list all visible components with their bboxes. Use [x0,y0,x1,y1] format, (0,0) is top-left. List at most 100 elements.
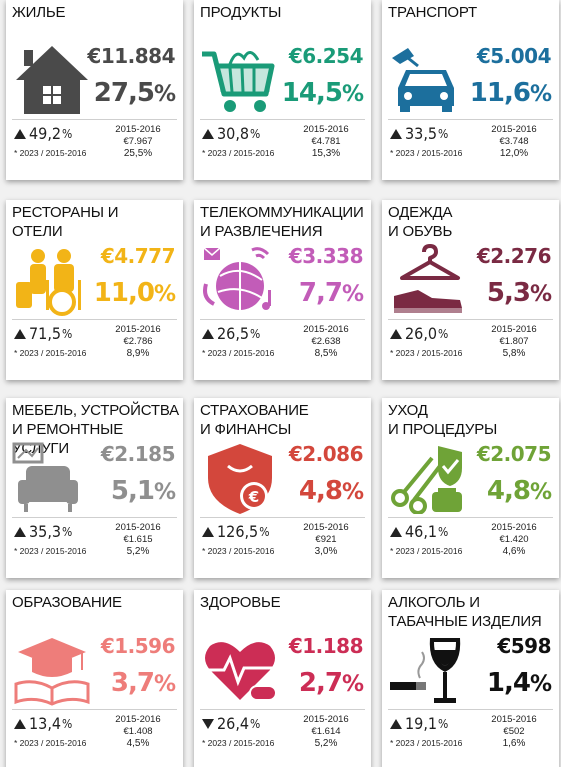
triangle-up-icon [14,328,26,339]
previous-share-percent-sign: % [328,348,338,359]
triangle-up-icon [202,526,214,537]
share-value: 7,7 [298,278,343,308]
previous-share-percent-sign: % [328,546,338,557]
category-title: РЕСТОРАНЫ И ОТЕЛИ [12,204,119,240]
divider [12,517,177,518]
category-card: ТЕЛЕКОММУНИКАЦИИ И РАЗВЛЕЧЕНИЯ €3.338 7,… [194,200,371,380]
share-percent-sign: % [341,282,364,307]
change-indicator: 30,8% [202,124,260,143]
period-label: 2015-2016 [491,324,537,335]
change-value: 26,4 [217,714,250,733]
divider [200,709,365,710]
category-title: СТРАХОВАНИЕ И ФИНАНСЫ [200,402,309,438]
previous-amount: €4.781 [311,136,341,147]
category-card: СТРАХОВАНИЕ И ФИНАНСЫ € €2.086 4,8% 126,… [194,398,371,578]
expense-share: 11,0% [94,278,176,308]
share-value: 27,5 [93,78,155,108]
annual-amount: €2.276 [476,244,552,268]
expense-share: 3,7% [111,668,176,698]
category-card: ОДЕЖДА И ОБУВЬ €2.276 5,3% 26,0% * 2023 … [382,200,559,380]
wine-cigarette-icon [390,638,461,703]
share-percent-sign: % [153,82,176,107]
change-value: 26,0 [405,324,438,343]
change-percent-sign: % [62,524,73,539]
share-value: 2,7 [298,668,343,698]
change-indicator: 26,4% [202,714,260,733]
period-label: 2015-2016 [491,714,537,725]
previous-amount: €1.420 [499,534,529,545]
category-title: ОДЕЖДА И ОБУВЬ [388,204,453,240]
previous-share-percent-sign: % [519,148,529,159]
annual-amount: €5.004 [476,44,552,68]
annual-amount: €598 [497,634,551,658]
triangle-up-icon [390,128,402,139]
share-percent-sign: % [341,480,364,505]
previous-share-value: 1,6 [502,738,517,749]
annual-amount: €2.075 [476,442,552,466]
previous-amount: €2.786 [123,336,153,347]
previous-share-value: 8,9 [126,348,141,359]
footnote: * 2023 / 2015-2016 [202,148,275,158]
previous-share: 15,3% [295,148,357,160]
category-title: ПРОДУКТЫ [200,4,282,21]
expense-share: 14,5% [281,78,364,108]
period-label: 2015-2016 [303,324,349,335]
footnote: * 2023 / 2015-2016 [14,348,87,358]
category-card: АЛКОГОЛЬ И ТАБАЧНЫЕ ИЗДЕЛИЯ €598 1,4% 19… [382,590,559,767]
change-indicator: 49,2% [14,124,72,143]
change-indicator: 19,1% [390,714,448,733]
previous-share-value: 4,5 [126,738,141,749]
period-label: 2015-2016 [115,522,161,533]
previous-share-value: 3,0 [314,546,329,557]
category-title: ЗДОРОВЬЕ [200,594,281,611]
change-value: 35,3 [29,522,62,541]
category-card: ОБРАЗОВАНИЕ €1.596 3,7% 13,4% * 2023 / 2… [6,590,183,767]
expense-share: 1,4% [487,668,552,698]
change-percent-sign: % [250,716,261,731]
share-percent-sign: % [341,672,364,697]
previous-share-value: 5,2 [126,546,141,557]
divider [12,319,177,320]
expense-share: 27,5% [93,78,176,108]
share-value: 11,6 [469,78,531,108]
share-value: 14,5 [281,78,343,108]
period-label: 2015-2016 [115,324,161,335]
triangle-up-icon [202,328,214,339]
previous-period: 2015-2016 €502 1,6% [483,714,545,750]
change-value: 71,5 [29,324,62,343]
divider [388,709,553,710]
expense-share: 4,8% [298,476,364,506]
previous-share-percent-sign: % [516,348,526,359]
change-percent-sign: % [62,716,73,731]
footnote: * 2023 / 2015-2016 [390,148,463,158]
previous-period: 2015-2016 €7.967 25,5% [107,124,169,160]
hanger-shoe-icon [394,244,462,313]
previous-share-percent-sign: % [516,738,526,749]
category-card: ТРАНСПОРТ €5.004 11,6% 33,5% * 2023 / 20… [382,0,559,180]
previous-share-percent-sign: % [140,546,150,557]
previous-share-percent-sign: % [140,738,150,749]
restaurant-hotel-icon [16,249,81,316]
previous-amount: €1.615 [123,534,153,545]
previous-share-value: 12,0 [499,148,520,159]
graduation-book-icon [14,638,90,706]
annual-amount: €1.596 [100,634,176,658]
previous-period: 2015-2016 €1.420 4,6% [483,522,545,558]
share-value: 4,8 [298,476,343,506]
change-value: 49,2 [29,124,62,143]
change-percent-sign: % [438,126,449,141]
change-indicator: 71,5% [14,324,72,343]
divider [200,119,365,120]
share-percent-sign: % [529,672,552,697]
annual-amount: €2.185 [100,442,176,466]
annual-amount: €3.338 [288,244,364,268]
shopping-cart-icon [202,51,275,112]
change-indicator: 13,4% [14,714,72,733]
change-percent-sign: % [250,126,261,141]
triangle-up-icon [14,718,26,729]
change-percent-sign: % [438,524,449,539]
expense-share: 5,3% [487,278,552,308]
change-value: 30,8 [217,124,250,143]
triangle-up-icon [14,526,26,537]
share-percent-sign: % [341,82,364,107]
